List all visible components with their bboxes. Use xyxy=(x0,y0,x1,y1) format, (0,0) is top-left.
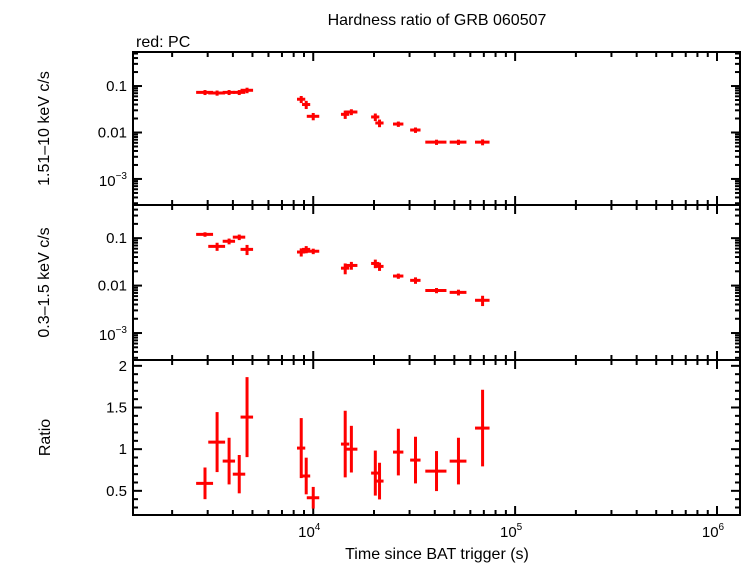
y-tick-label: 2 xyxy=(119,358,127,375)
legend-text: red: PC xyxy=(136,34,190,51)
y-tick-label: 10−3 xyxy=(99,171,128,190)
y-axis-label-1: 0.3–1.5 keV c/s xyxy=(36,227,53,337)
panel-frame-1 xyxy=(132,204,741,361)
y-tick-label: 1.5 xyxy=(106,400,127,417)
y-tick-label: 0.01 xyxy=(98,278,127,295)
x-tick-label: 104 xyxy=(298,522,321,541)
y-tick-label: 0.1 xyxy=(106,78,127,95)
y-tick-label: 0.1 xyxy=(106,230,127,247)
y-axis-label-2: Ratio xyxy=(37,419,54,456)
x-tick-label: 105 xyxy=(500,522,523,541)
y-tick-label: 10−3 xyxy=(99,325,128,344)
x-tick-label: 106 xyxy=(702,522,725,541)
y-tick-label: 1 xyxy=(119,441,127,458)
x-axis-label: Time since BAT trigger (s) xyxy=(345,546,529,563)
y-axis-label-0: 1.51–10 keV c/s xyxy=(36,71,53,186)
panel-frame-0 xyxy=(132,51,741,206)
chart-title: Hardness ratio of GRB 060507 xyxy=(328,12,547,29)
y-tick-label: 0.5 xyxy=(106,483,127,500)
panel-frame-2 xyxy=(132,359,741,516)
y-tick-label: 0.01 xyxy=(98,124,127,141)
